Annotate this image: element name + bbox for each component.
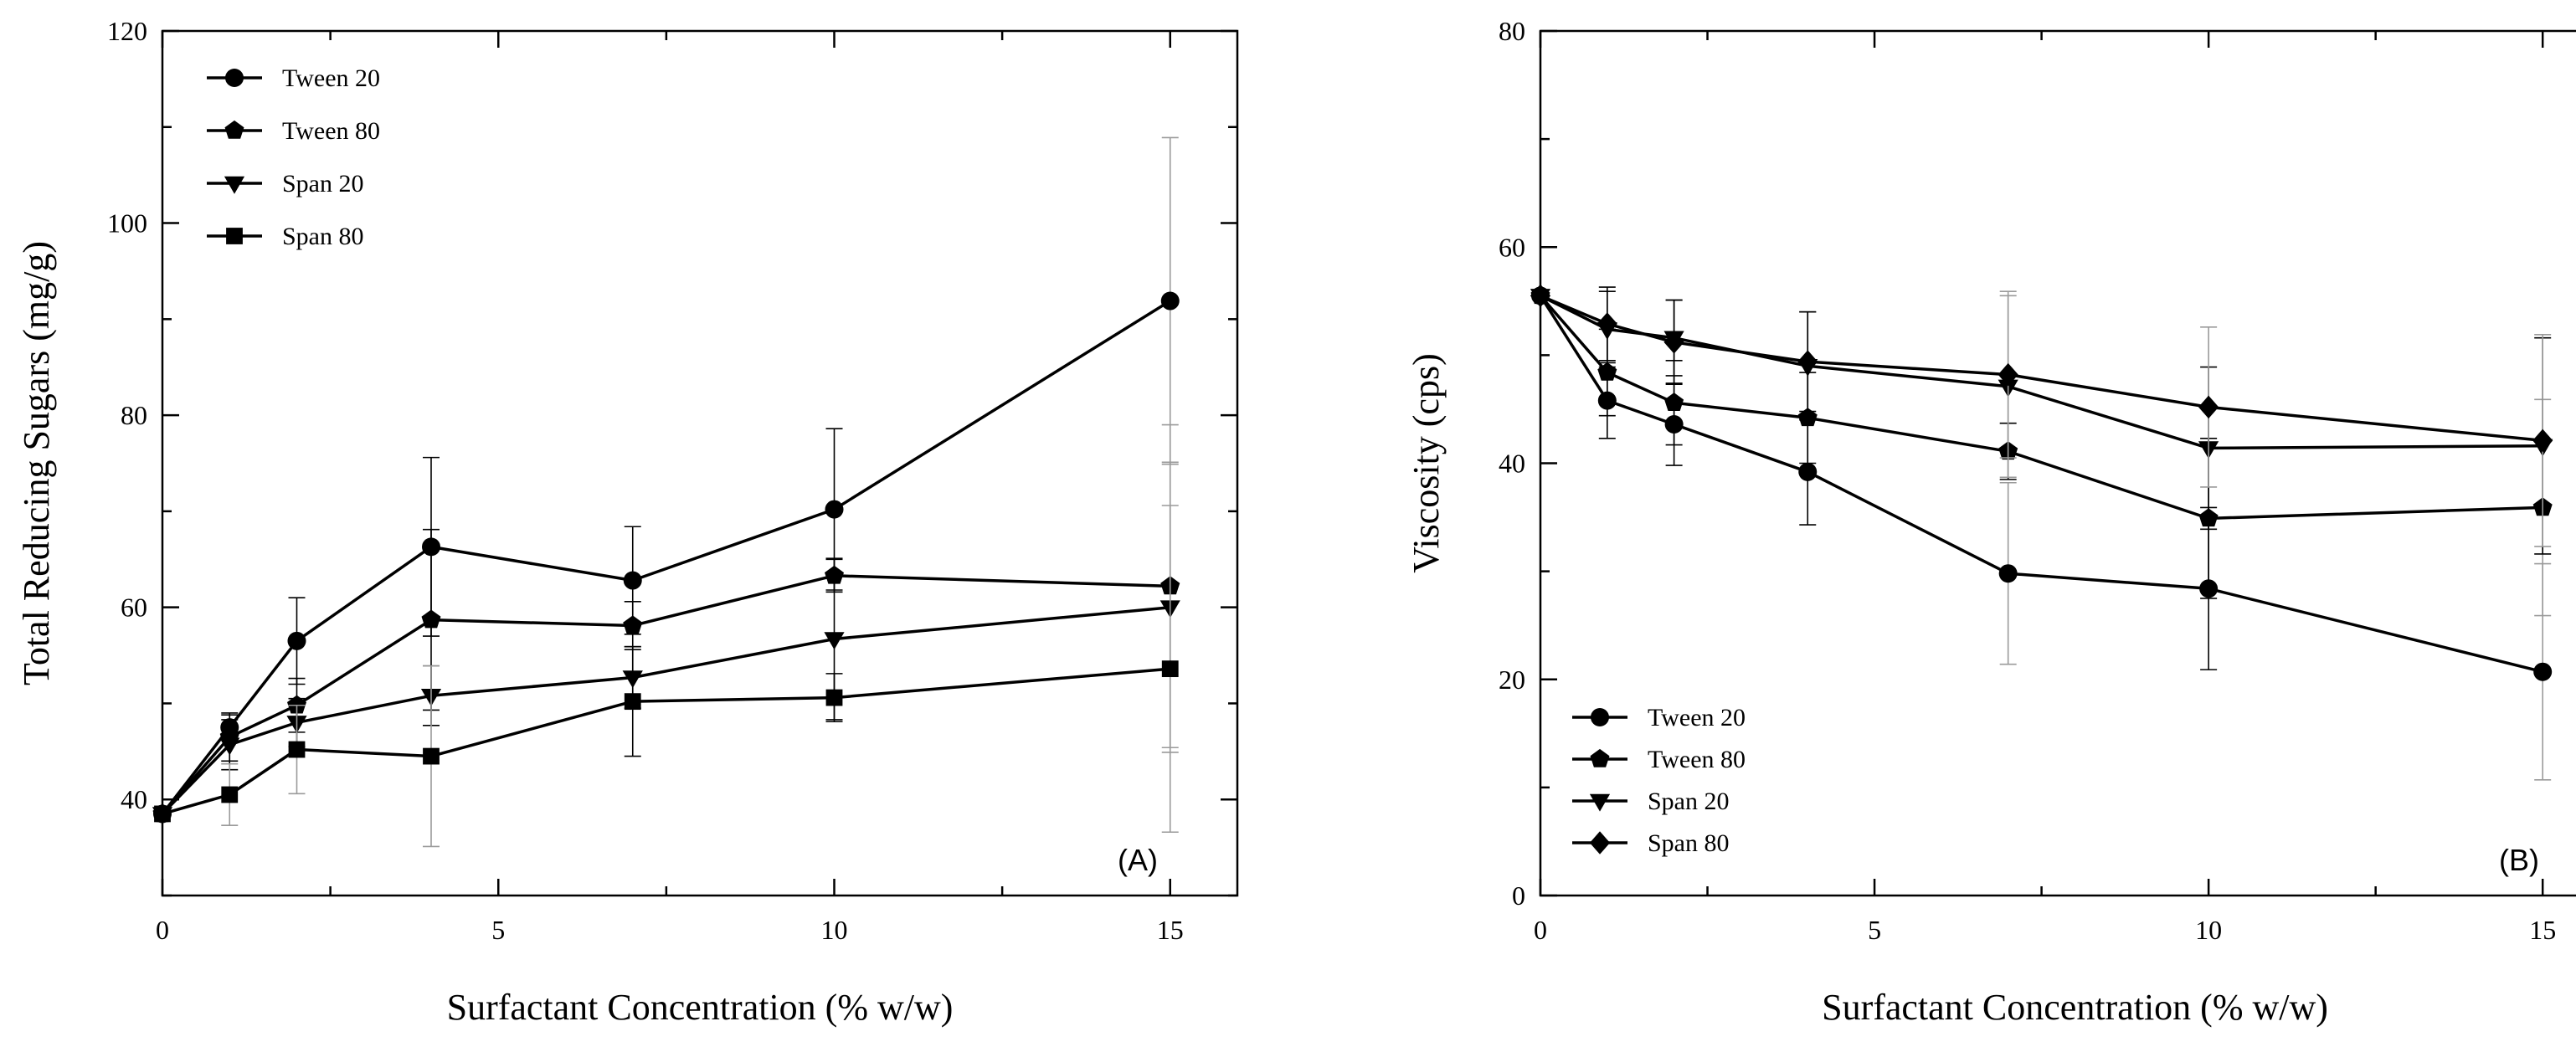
data-point [288,741,306,758]
series-tween-80 [152,423,1180,823]
x-tick-label: 10 [821,915,848,945]
y-tick-label: 60 [121,593,147,623]
data-point [1663,331,1684,354]
legend-entry: Tween 80 [1572,746,1746,773]
y-tick-label: 60 [1499,232,1525,262]
data-point [1664,393,1684,411]
data-point [1160,291,1180,311]
legend-entry: Tween 20 [1572,704,1746,731]
legend-entry: Tween 80 [207,117,380,145]
series-line [1539,295,2543,674]
legend: Tween 20 Tween 80 Span 20 Span 80 [1572,704,1746,857]
legend-label: Span 80 [1648,829,1730,857]
series-span-20 [1530,289,2553,555]
y-tick-label: 80 [1499,16,1525,46]
y-tick-label: 20 [1499,665,1525,695]
legend-marker [226,228,243,244]
legend-marker [1590,748,1610,767]
x-tick-label: 5 [491,915,505,945]
data-point [1597,312,1617,336]
legend-label: Tween 80 [282,117,380,145]
data-point [221,786,239,803]
data-point [219,737,240,756]
series-span-20 [152,461,1180,825]
data-point [154,805,171,823]
data-point [624,693,641,711]
series-line [161,300,1171,815]
data-point [421,609,441,629]
x-tick-label: 15 [2529,915,2556,945]
data-point [1998,564,2018,583]
data-point [2532,429,2553,453]
y-axis-label: Viscosity (cps) [1406,353,1447,573]
series-line [161,605,1170,815]
data-point [287,631,306,650]
series-line [161,574,1170,815]
data-point [1798,462,1818,481]
series-span-80 [1530,284,2553,547]
series-tween-80 [1530,285,2553,617]
data-point [623,571,642,590]
chart-a: 0 5 10 15 40 60 80 100 120 Surfactant Concentrati… [16,16,1239,1028]
x-axis-label: Surfactant Concentration (% w/w) [447,987,954,1028]
data-point [423,747,440,765]
series-line [162,667,1170,816]
x-tick-label: 0 [156,915,169,945]
y-tick-label: 120 [107,16,147,46]
x-tick-label: 10 [2195,915,2222,945]
series-line [1540,294,2543,443]
legend: Tween 20 Tween 80 Span 20 Span 80 [207,64,380,250]
legend-marker [224,176,245,194]
data-point [1530,284,1551,308]
series-line [1539,295,2543,521]
data-point [2533,662,2553,681]
data-point [1797,350,1818,373]
legend-marker [225,69,244,87]
y-tick-label: 40 [1499,449,1525,479]
series-span-80 [154,505,1179,848]
y-tick-label: 0 [1512,880,1525,911]
legend-marker [224,120,244,139]
x-tick-label: 5 [1868,915,1881,945]
data-point [623,615,643,634]
legend-marker [1591,708,1609,726]
data-point [825,500,844,519]
legend-label: Span 20 [1648,788,1730,815]
legend-label: Tween 20 [1648,704,1746,731]
legend-entry: Span 80 [207,223,364,250]
data-point [1161,660,1179,678]
legend-entry: Span 20 [207,170,364,198]
legend-label: Tween 80 [1648,746,1746,773]
legend-entry: Span 20 [1572,788,1730,815]
y-tick-label: 100 [107,208,147,239]
x-axis-label: Surfactant Concentration (% w/w) [1822,987,2328,1028]
panel-label: (B) [2499,843,2539,877]
panel-label: (A) [1118,843,1158,877]
y-axis-label: Total Reducing Sugars (mg/g) [16,241,57,685]
chart-b: 0 5 10 15 0 20 40 60 80 Surfactant Concentration … [1406,16,2576,1028]
legend-marker [1589,831,1611,855]
legend-entry: Tween 20 [207,64,380,92]
x-tick-label: 15 [1157,915,1184,945]
x-tick-label: 0 [1534,915,1547,945]
legend-marker [1589,793,1611,812]
data-point [824,632,845,650]
legend-entry: Span 80 [1572,829,1730,857]
legend-label: Tween 20 [282,64,380,92]
data-point [825,689,843,706]
y-tick-label: 40 [121,784,147,814]
data-point [2198,395,2219,419]
plot-frame [161,29,1239,897]
y-tick-label: 80 [121,400,147,430]
legend-label: Span 80 [282,223,364,250]
data-point [1998,362,2018,387]
legend-label: Span 20 [282,170,364,198]
